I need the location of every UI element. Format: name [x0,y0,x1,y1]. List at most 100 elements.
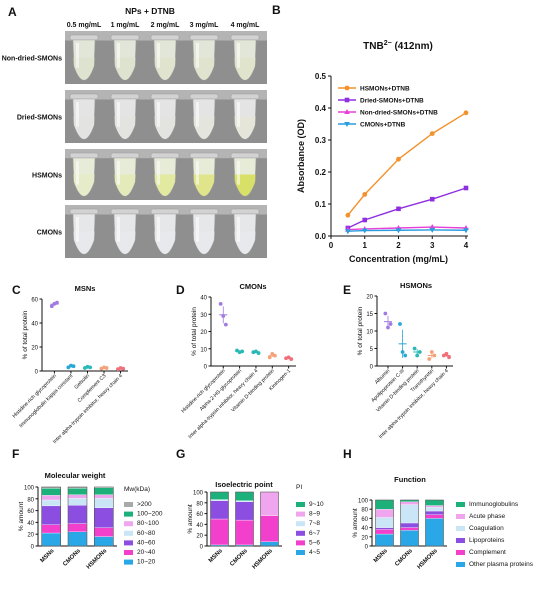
tube-highlight [237,102,240,127]
legend-marker [344,109,350,114]
stacked-bar-segment [210,491,229,500]
data-point [417,350,422,354]
stacked-bar-segment [375,499,394,510]
legend-entry: 9~10 [309,501,324,508]
legend-swatch [456,502,465,507]
stacked-bar-segment [425,507,444,512]
stacked-bar-segment [260,491,279,516]
y-tick-label: 60 [27,509,34,515]
tube-cap [150,152,180,159]
y-tick-label: 40 [196,523,203,529]
x-tick-label: 1 [363,241,368,250]
stacked-bar-segment [235,491,254,501]
stacked-bar-segment [67,523,88,532]
stacked-bar-segment [260,541,279,547]
chart-g: Isoelectric point 0 20 40 60 80 100 % amount MSN… [187,480,324,571]
data-point [429,227,436,233]
tube-row [65,31,267,84]
legend-entry: CMONs+DTNB [360,122,406,129]
y-tick-label: 0 [31,545,35,551]
legend-entry: 10~20 [137,559,156,566]
data-point [463,110,469,116]
x-tick-label: 0 [329,241,334,250]
x-tick-label: MSNs [373,548,389,564]
stacked-bar-segment [400,501,419,505]
tube-cap [69,34,99,41]
legend-entry: 80~100 [137,520,159,527]
y-tick-label: 20 [366,295,373,301]
panel-a-title: NPs + DTNB [125,6,175,16]
stacked-bar-segment [41,505,61,525]
chart-title: CMONs [239,282,266,291]
tube-highlight [117,217,120,242]
y-tick-label: 40 [361,526,368,532]
tube [189,208,219,255]
data-point [395,228,402,234]
legend-swatch [124,521,133,527]
tube-cap [110,208,140,215]
x-tick-label: CMONs [229,548,249,568]
legend-swatch [456,538,465,543]
legend-entry: 20~40 [137,549,156,556]
bar-outline [260,491,279,547]
y-tick-label: 20 [196,534,203,540]
y-tick-label: 0.5 [315,72,327,81]
legend-title: Mw(kDa) [124,486,150,493]
chart-title: HSMONs [400,281,432,290]
data-point [396,206,401,212]
y-tick-label: 0.2 [315,168,327,177]
tube-highlight [196,217,199,242]
y-tick-label: 40 [27,521,34,527]
tube-highlight [157,43,160,68]
stacked-bar-segment [67,488,88,495]
legend-swatch [296,511,305,517]
panel-letter-b: B [272,3,281,17]
tube [150,93,180,140]
chart-title: Function [394,475,426,484]
data-point [289,357,294,361]
stacked-bar-segment [400,504,419,524]
bar-outline [425,499,444,547]
tube-highlight [76,217,79,242]
legend-entry: 8~9 [309,511,320,518]
chart-f: Molecular weight 0 20 40 60 80 100 % amount MSNs… [18,471,163,571]
data-point [362,192,368,197]
stacked-bar-segment [94,536,114,547]
data-point [429,350,434,354]
stacked-bar-segment [41,524,61,534]
legend-entry: Non-dried-SMONs+DTNB [360,110,438,117]
tube [110,93,140,140]
bar-outline [94,486,114,547]
stacked-bar-segment [94,494,114,499]
panel-letter-g: G [176,447,185,461]
concentration-label: 3 mg/mL [190,22,220,29]
legend-swatch [456,526,465,531]
x-tick-label: HSMONs [417,548,440,571]
stacked-bar-segment [375,529,394,535]
stacked-bar-segment [375,509,394,518]
stacked-bar-segment [235,519,254,546]
x-tick-label: CMONs [62,548,82,568]
x-tick-label: Inter alpha-trypsin inhibitor, heavy cha… [187,368,259,440]
panel-letter-c: C [12,283,21,297]
data-point [55,300,59,305]
tube-row [65,90,267,143]
bar-outline [41,486,61,547]
tube-cap [69,93,99,100]
tube [110,208,140,255]
legend-swatch [124,530,133,536]
y-axis-label: % of total protein [191,307,198,356]
legend-entry: 60~80 [137,530,156,537]
tube-highlight [76,102,79,127]
y-axis-label: % of total protein [357,306,364,355]
tube [150,208,180,255]
stacked-bar-segment [41,495,61,501]
legend-entry: Immunoglobulins [469,501,519,508]
legend-swatch [124,559,133,565]
data-point [432,353,437,358]
data-point [121,366,126,371]
tube-cap [230,93,260,100]
legend-entry: Acute phase [469,513,506,520]
